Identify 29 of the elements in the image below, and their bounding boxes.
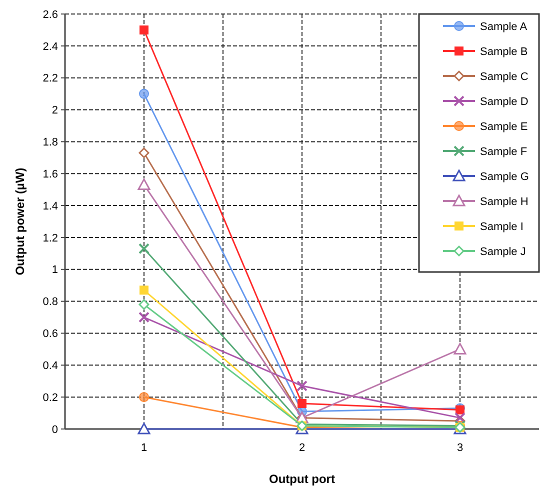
y-tick-label: 0.6 (42, 328, 58, 340)
y-tick-label: 2 (52, 104, 58, 117)
legend-label: Sample A (480, 20, 528, 33)
y-tick-label: 1 (52, 264, 58, 276)
y-tick-label: 0.2 (42, 392, 58, 404)
legend-label: Sample B (480, 46, 528, 58)
legend-label: Sample J (480, 246, 526, 258)
legend-label: Sample D (480, 96, 528, 108)
x-tick-label: 3 (456, 442, 464, 454)
legend-label: Sample H (480, 196, 528, 208)
legend-label: Sample C (480, 70, 528, 83)
y-tick-label: 2.6 (42, 8, 58, 21)
legend-label: Sample F (480, 146, 528, 158)
y-tick-label: 1.2 (42, 232, 58, 244)
y-tick-label: 2.2 (42, 72, 58, 85)
y-tick-label: 1.8 (42, 136, 58, 149)
y-axis-title: Output power (µW) (13, 168, 27, 276)
x-tick-label: 1 (140, 442, 148, 454)
x-tick-label: 2 (298, 442, 306, 454)
y-tick-label: 0 (52, 424, 58, 436)
y-tick-label: 0.4 (42, 360, 58, 372)
y-tick-label: 0.8 (42, 296, 58, 308)
legend-label: Sample G (480, 170, 529, 183)
y-tick-label: 2.4 (42, 40, 58, 53)
legend-label: Sample E (480, 120, 528, 133)
x-axis-title: Output port (269, 472, 335, 486)
y-tick-label: 1.4 (42, 200, 58, 212)
y-tick-label: 1.6 (42, 168, 58, 180)
legend-label: Sample I (480, 220, 524, 233)
